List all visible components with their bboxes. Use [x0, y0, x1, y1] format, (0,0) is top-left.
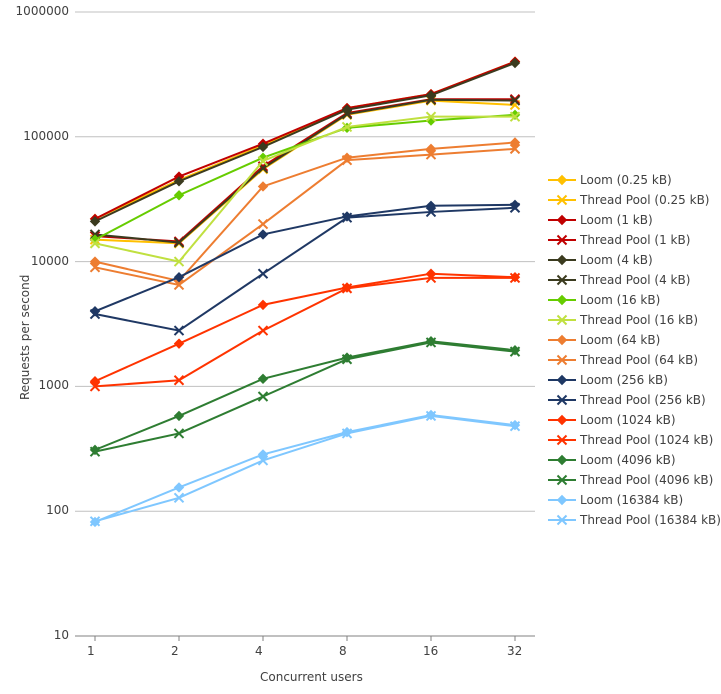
legend-item: Loom (0.25 kB) [548, 170, 721, 190]
legend-swatch [548, 353, 576, 367]
x-tick-label: 1 [87, 644, 95, 658]
legend-label: Thread Pool (16384 kB) [580, 513, 721, 527]
legend-label: Thread Pool (64 kB) [580, 353, 698, 367]
legend-label: Thread Pool (1024 kB) [580, 433, 713, 447]
legend-item: Loom (1 kB) [548, 210, 721, 230]
y-tick-label: 100000 [23, 129, 69, 143]
legend-swatch [548, 273, 576, 287]
legend-label: Thread Pool (4 kB) [580, 273, 690, 287]
legend-label: Thread Pool (0.25 kB) [580, 193, 710, 207]
x-tick-label: 32 [507, 644, 522, 658]
legend-swatch [548, 313, 576, 327]
legend-swatch [548, 253, 576, 267]
legend-item: Loom (4 kB) [548, 250, 721, 270]
legend-item: Thread Pool (16 kB) [548, 310, 721, 330]
legend-label: Loom (0.25 kB) [580, 173, 672, 187]
legend-swatch [548, 493, 576, 507]
y-tick-label: 10 [54, 628, 69, 642]
legend-label: Thread Pool (16 kB) [580, 313, 698, 327]
legend-swatch [548, 373, 576, 387]
legend-item: Loom (4096 kB) [548, 450, 721, 470]
legend-item: Loom (16384 kB) [548, 490, 721, 510]
x-tick-label: 2 [171, 644, 179, 658]
legend-item: Loom (16 kB) [548, 290, 721, 310]
legend-label: Loom (256 kB) [580, 373, 668, 387]
legend-swatch [548, 193, 576, 207]
legend-swatch [548, 473, 576, 487]
legend-label: Thread Pool (1 kB) [580, 233, 690, 247]
legend-item: Thread Pool (4096 kB) [548, 470, 721, 490]
y-tick-label: 1000 [38, 378, 69, 392]
legend-swatch [548, 433, 576, 447]
legend-swatch [548, 413, 576, 427]
legend-label: Loom (4096 kB) [580, 453, 676, 467]
legend-item: Thread Pool (1 kB) [548, 230, 721, 250]
x-tick-label: 4 [255, 644, 263, 658]
legend-item: Thread Pool (256 kB) [548, 390, 721, 410]
legend-label: Thread Pool (4096 kB) [580, 473, 713, 487]
legend-item: Thread Pool (16384 kB) [548, 510, 721, 530]
legend-swatch [548, 333, 576, 347]
legend-label: Loom (16 kB) [580, 293, 660, 307]
legend-label: Thread Pool (256 kB) [580, 393, 706, 407]
legend-item: Loom (64 kB) [548, 330, 721, 350]
legend-item: Thread Pool (1024 kB) [548, 430, 721, 450]
legend-swatch [548, 213, 576, 227]
y-tick-label: 10000 [31, 254, 69, 268]
legend-swatch [548, 293, 576, 307]
y-tick-label: 100 [46, 503, 69, 517]
legend-label: Loom (1 kB) [580, 213, 653, 227]
legend-swatch [548, 453, 576, 467]
legend-item: Loom (256 kB) [548, 370, 721, 390]
legend: Loom (0.25 kB) Thread Pool (0.25 kB) Loom … [548, 170, 721, 530]
x-tick-label: 8 [339, 644, 347, 658]
y-tick-label: 1000000 [16, 4, 69, 18]
legend-item: Loom (1024 kB) [548, 410, 721, 430]
legend-label: Loom (16384 kB) [580, 493, 683, 507]
legend-swatch [548, 173, 576, 187]
legend-swatch [548, 393, 576, 407]
legend-swatch [548, 513, 576, 527]
legend-label: Loom (64 kB) [580, 333, 660, 347]
legend-swatch [548, 233, 576, 247]
x-tick-label: 16 [423, 644, 438, 658]
chart-container: Requests per second Concurrent users 101… [0, 0, 721, 694]
legend-label: Loom (4 kB) [580, 253, 653, 267]
legend-item: Thread Pool (0.25 kB) [548, 190, 721, 210]
legend-item: Thread Pool (64 kB) [548, 350, 721, 370]
legend-item: Thread Pool (4 kB) [548, 270, 721, 290]
legend-label: Loom (1024 kB) [580, 413, 676, 427]
